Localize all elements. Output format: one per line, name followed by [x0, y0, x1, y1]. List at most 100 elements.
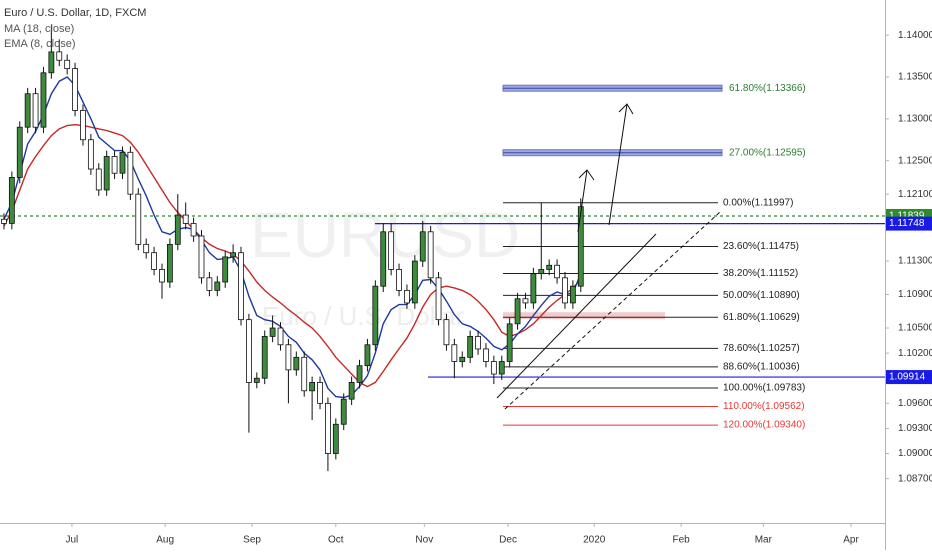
candle-body	[230, 252, 237, 258]
candle-body	[261, 335, 268, 379]
candle-body	[190, 223, 197, 237]
target-label: 27.00%(1.12595)	[729, 147, 806, 158]
candle-body	[269, 327, 276, 337]
price-label: 1.11839	[889, 211, 925, 222]
candle-body	[451, 344, 458, 362]
candle-body	[127, 151, 134, 195]
candle-body	[459, 356, 466, 362]
x-tick-label: Aug	[156, 535, 174, 546]
fib-label: 120.00%(1.09340)	[723, 420, 805, 431]
candle-body	[206, 277, 213, 291]
fib-label: 50.00%(1.10890)	[723, 290, 800, 301]
candle-body	[475, 335, 481, 350]
candle-body	[317, 382, 323, 404]
x-tick-label: Oct	[328, 535, 344, 546]
candle-body	[404, 289, 410, 304]
candle-body	[522, 298, 529, 304]
legend-entry: MA (18, close)	[4, 23, 74, 35]
y-tick-label: 1.10200	[898, 348, 932, 359]
candle-body	[166, 243, 173, 283]
x-tick-label: Mar	[755, 535, 773, 546]
y-tick-label: 1.08700	[898, 473, 932, 484]
annotations	[496, 103, 721, 410]
price-label-box	[886, 370, 932, 385]
candle-body	[95, 168, 102, 191]
fib-label: 78.60%(1.10257)	[723, 343, 800, 354]
candle-body	[48, 51, 55, 74]
candle-body	[103, 156, 110, 191]
candle-body	[467, 335, 474, 358]
arrow	[577, 169, 588, 233]
arrow	[608, 103, 628, 226]
candle-body	[159, 269, 165, 283]
candle-body	[388, 231, 395, 270]
price-label-box	[886, 216, 932, 231]
fib-zone	[503, 312, 665, 320]
plot-area: 61.80%(1.13366) 27.00%(1.12595) 0.00%(1.11…	[0, 25, 885, 472]
y-tick-label: 1.10500	[898, 323, 932, 334]
candle-body	[253, 377, 260, 383]
candle-body	[151, 252, 157, 270]
fib-label: 23.60%(1.11475)	[723, 241, 799, 252]
candle-body	[530, 273, 537, 304]
candle-body	[174, 214, 181, 245]
candle-body	[546, 264, 553, 270]
candle-body	[72, 68, 78, 111]
candle-body	[577, 206, 584, 287]
candle-body	[348, 382, 355, 400]
candle-body	[569, 285, 576, 304]
candle-body	[443, 319, 450, 346]
x-tick-label: Apr	[843, 535, 859, 546]
arrow-head	[618, 103, 634, 115]
candle-body	[554, 264, 560, 279]
candle-body	[222, 256, 229, 283]
price-label: 1.09914	[889, 372, 926, 383]
candle-body	[32, 93, 39, 128]
candle-body	[64, 59, 71, 70]
y-tick-label: 1.13500	[898, 72, 932, 83]
x-tick-label: 2020	[583, 535, 606, 546]
candle-body	[372, 285, 379, 346]
y-tick-label: 1.10900	[898, 289, 932, 300]
candle-body	[411, 260, 418, 304]
candle-body	[182, 214, 189, 224]
candle-body	[356, 365, 363, 383]
chart-title: Euro / U.S. Dollar, 1D, FXCM	[4, 7, 146, 19]
candle-body	[514, 298, 521, 325]
candle-body	[419, 231, 426, 262]
legend-entry: EMA (8, close)	[4, 38, 76, 50]
candle-body	[490, 361, 497, 375]
candle-body	[364, 344, 371, 367]
candle-body	[293, 356, 300, 371]
candle-body	[8, 177, 15, 224]
candle-body	[198, 235, 205, 279]
candle-body	[143, 243, 150, 254]
trend-line	[496, 233, 657, 399]
candle-body	[135, 193, 142, 245]
x-tick-label: Sep	[243, 535, 261, 546]
ma-line	[3, 123, 582, 388]
candle-body	[325, 402, 331, 454]
fib-label: 61.80%(1.10629)	[723, 312, 800, 323]
candle-body	[56, 51, 63, 61]
candle-body	[40, 72, 47, 128]
candle-body	[332, 423, 339, 454]
y-tick-label: 1.12500	[898, 155, 932, 166]
y-tick-label: 1.09000	[898, 448, 932, 459]
candle-body	[396, 269, 402, 291]
x-tick-label: Dec	[499, 535, 517, 546]
fib-label: 88.60%(1.10036)	[723, 361, 800, 372]
watermark-subtitle: Euro / U.S. Dollar	[262, 301, 465, 331]
arrow-head	[578, 169, 595, 181]
candle-body	[380, 231, 387, 287]
candle-body	[301, 356, 308, 392]
candle-body	[427, 231, 434, 279]
fib-label: 100.00%(1.09783)	[723, 383, 805, 394]
candle-body	[340, 398, 347, 425]
x-tick-label: Feb	[673, 535, 691, 546]
candle-body	[214, 281, 221, 291]
fib-label: 38.20%(1.11152)	[723, 268, 798, 279]
candle-body	[80, 110, 86, 141]
